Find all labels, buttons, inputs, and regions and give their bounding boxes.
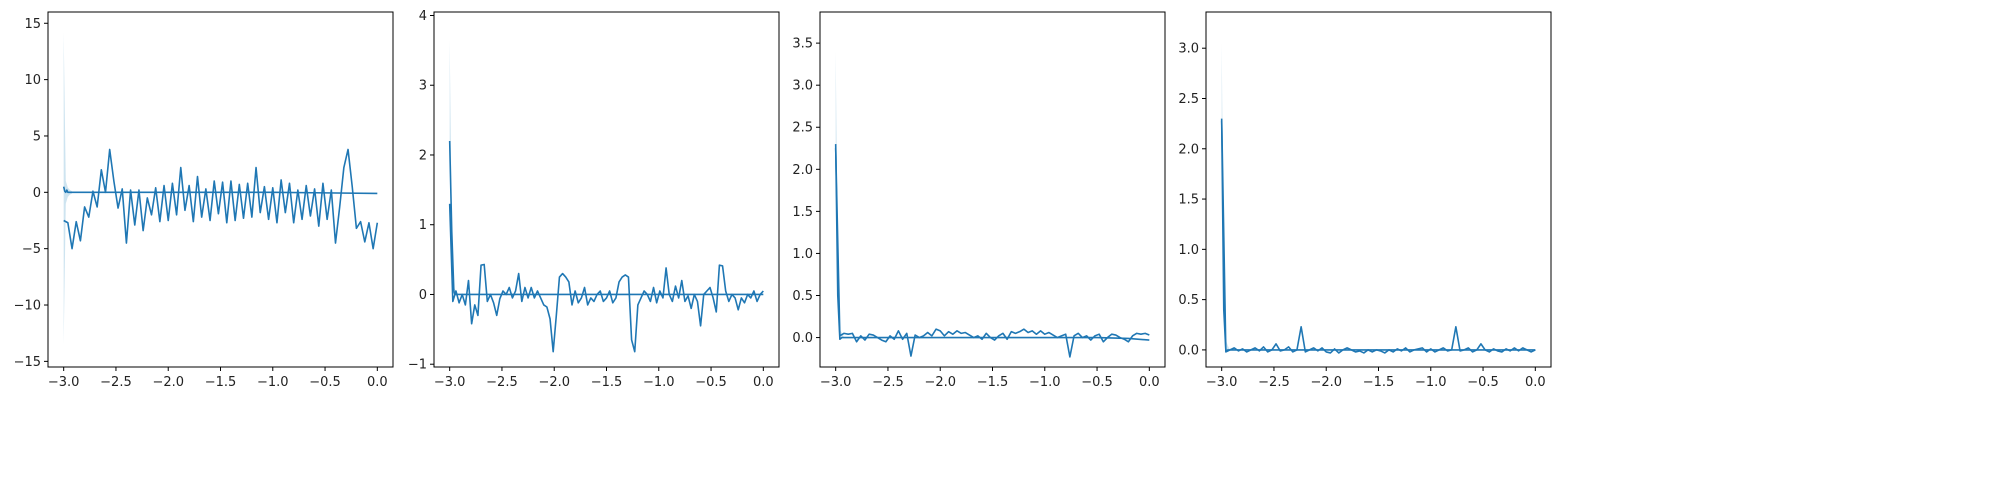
x-tick-label: −2.0 bbox=[924, 375, 956, 390]
x-tick-label: −3.0 bbox=[434, 375, 466, 390]
y-tick-label: 0 bbox=[33, 186, 41, 201]
x-tick-label: −1.0 bbox=[1415, 375, 1447, 390]
x-tick-label: −2.0 bbox=[1310, 375, 1342, 390]
x-tick-label: 0.0 bbox=[753, 375, 774, 390]
series-line-1 bbox=[62, 186, 378, 195]
subplot-1: −3.0 −2.5 −2.0 −1.5 −1.0 −0.5 0.0 −15 −10 −5 0 5 10 1… bbox=[14, 11, 394, 390]
y-tick-label: 1 bbox=[419, 218, 427, 233]
subplot-4: −3.0 −2.5 −2.0 −1.5 −1.0 −0.5 0.0 0.0 0.5 1.0 1.5 2… bbox=[1178, 11, 1552, 390]
x-tick-label: 0.0 bbox=[1525, 375, 1546, 390]
confidence-band bbox=[63, 32, 73, 345]
y-tick-label: −5 bbox=[22, 242, 41, 257]
subplot-2: −3.0 −2.5 −2.0 −1.5 −1.0 −0.5 0.0 −1 0 1 2 3 4 bbox=[408, 9, 780, 390]
y-tick-label: 10 bbox=[24, 73, 41, 88]
y-tick-label: −1 bbox=[408, 358, 427, 373]
y-tick-label: 5 bbox=[33, 129, 41, 144]
y-tick-label: 15 bbox=[24, 17, 41, 32]
y-tick-label: 1.5 bbox=[792, 205, 813, 220]
y-tick-label: 4 bbox=[419, 9, 427, 24]
y-tick-label: 0 bbox=[419, 288, 427, 303]
y-tick-label: 0.5 bbox=[1178, 293, 1199, 308]
y-tick-label: −10 bbox=[14, 299, 41, 314]
y-tick-label: 3.0 bbox=[792, 79, 813, 94]
y-tick-label: 2.0 bbox=[1178, 142, 1199, 157]
x-tick-label: −2.5 bbox=[872, 375, 904, 390]
x-tick-label: −1.5 bbox=[205, 375, 237, 390]
series-line-2 bbox=[63, 148, 379, 250]
plot-area bbox=[62, 32, 379, 345]
x-tick-label: −1.5 bbox=[977, 375, 1009, 390]
y-tick-label: 2 bbox=[419, 148, 427, 163]
series-line-2 bbox=[834, 148, 1150, 358]
x-tick-label: −3.0 bbox=[48, 375, 80, 390]
y-tick-label: 1.0 bbox=[1178, 243, 1199, 258]
subplots: −3.0 −2.5 −2.0 −1.5 −1.0 −0.5 0.0−15−10−505101… bbox=[14, 9, 1552, 390]
series-line-2 bbox=[1220, 118, 1536, 354]
x-tick-label: 0.0 bbox=[367, 375, 388, 390]
plot-area bbox=[448, 39, 764, 353]
y-tick-label: −15 bbox=[14, 355, 41, 370]
y-tick-label: 3.5 bbox=[792, 37, 813, 52]
series-line-2 bbox=[448, 203, 764, 353]
x-tick-label: −2.5 bbox=[100, 375, 132, 390]
x-tick-label: −3.0 bbox=[1206, 375, 1238, 390]
y-tick-label: 1.5 bbox=[1178, 193, 1199, 208]
y-tick-label: 1.0 bbox=[792, 247, 813, 262]
y-tick-label: 0.0 bbox=[1178, 343, 1199, 358]
subplot-3: −3.0 −2.5 −2.0 −1.5 −1.0 −0.5 0.0 0.0 0.5 1.0 1.5 2… bbox=[792, 11, 1166, 390]
x-tick-label: −1.0 bbox=[643, 375, 675, 390]
y-tick-label: 2.5 bbox=[792, 121, 813, 136]
x-tick-label: −1.5 bbox=[591, 375, 623, 390]
y-tick-label: 2.0 bbox=[792, 163, 813, 178]
y-tick-label: 3.0 bbox=[1178, 42, 1199, 57]
x-tick-label: −0.5 bbox=[695, 375, 727, 390]
y-tick-label: 2.5 bbox=[1178, 92, 1199, 107]
plot-area bbox=[834, 51, 1150, 358]
x-tick-label: 0.0 bbox=[1139, 375, 1160, 390]
x-tick-label: −3.0 bbox=[820, 375, 852, 390]
y-tick-label: 3 bbox=[419, 79, 427, 94]
x-tick-label: −1.0 bbox=[257, 375, 289, 390]
y-tick-label: 0.0 bbox=[792, 331, 813, 346]
x-tick-label: −0.5 bbox=[1467, 375, 1499, 390]
x-tick-label: −1.0 bbox=[1029, 375, 1061, 390]
x-tick-label: −1.5 bbox=[1363, 375, 1395, 390]
plot-area bbox=[1220, 43, 1536, 354]
x-tick-label: −2.0 bbox=[152, 375, 184, 390]
x-tick-label: −0.5 bbox=[309, 375, 341, 390]
x-tick-label: −2.5 bbox=[486, 375, 518, 390]
x-tick-label: −0.5 bbox=[1081, 375, 1113, 390]
x-tick-label: −2.0 bbox=[538, 375, 570, 390]
y-tick-label: 0.5 bbox=[792, 289, 813, 304]
x-tick-label: −2.5 bbox=[1258, 375, 1290, 390]
